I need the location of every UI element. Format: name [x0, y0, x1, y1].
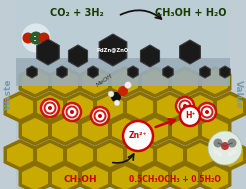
- FancyBboxPatch shape: [0, 0, 16, 189]
- Polygon shape: [35, 93, 65, 121]
- Circle shape: [180, 101, 190, 112]
- Circle shape: [221, 142, 229, 150]
- Polygon shape: [125, 93, 155, 121]
- Polygon shape: [185, 141, 215, 169]
- Polygon shape: [37, 39, 59, 65]
- Polygon shape: [65, 93, 95, 121]
- Polygon shape: [88, 66, 98, 78]
- Polygon shape: [110, 164, 140, 189]
- Polygon shape: [215, 93, 245, 121]
- Polygon shape: [200, 68, 230, 96]
- Polygon shape: [95, 141, 125, 169]
- Circle shape: [22, 33, 33, 43]
- Circle shape: [214, 139, 222, 147]
- Circle shape: [98, 114, 102, 118]
- Text: Waste: Waste: [3, 78, 13, 110]
- Polygon shape: [35, 141, 65, 169]
- Circle shape: [214, 149, 218, 154]
- Circle shape: [180, 106, 200, 126]
- Polygon shape: [140, 164, 170, 189]
- Polygon shape: [68, 45, 88, 67]
- Circle shape: [123, 121, 153, 151]
- Polygon shape: [200, 116, 230, 144]
- Circle shape: [198, 103, 216, 121]
- Polygon shape: [170, 164, 200, 189]
- Circle shape: [176, 97, 194, 115]
- Circle shape: [124, 81, 132, 88]
- Polygon shape: [80, 68, 110, 96]
- Polygon shape: [20, 164, 50, 189]
- Circle shape: [48, 106, 52, 110]
- Polygon shape: [110, 68, 140, 96]
- Text: CH₃OH: CH₃OH: [63, 174, 97, 184]
- Text: CO₂ + 3H₂: CO₂ + 3H₂: [50, 8, 104, 18]
- Circle shape: [39, 33, 49, 43]
- Circle shape: [201, 106, 213, 118]
- Text: MeOH: MeOH: [96, 73, 114, 88]
- Circle shape: [111, 92, 121, 102]
- Polygon shape: [80, 164, 110, 189]
- FancyBboxPatch shape: [16, 0, 230, 75]
- Polygon shape: [20, 68, 50, 96]
- Circle shape: [205, 110, 209, 114]
- Polygon shape: [140, 68, 170, 96]
- Text: CH₃OH + H₂O: CH₃OH + H₂O: [155, 8, 227, 18]
- Circle shape: [94, 111, 106, 122]
- Polygon shape: [65, 141, 95, 169]
- Polygon shape: [50, 164, 80, 189]
- Polygon shape: [140, 45, 159, 67]
- Circle shape: [208, 131, 242, 165]
- Polygon shape: [140, 116, 170, 144]
- Circle shape: [41, 99, 59, 117]
- Polygon shape: [99, 34, 127, 66]
- Circle shape: [21, 23, 51, 53]
- Circle shape: [70, 110, 74, 114]
- Polygon shape: [5, 93, 35, 121]
- Circle shape: [231, 149, 236, 154]
- Circle shape: [45, 102, 56, 114]
- Polygon shape: [200, 164, 230, 189]
- Circle shape: [228, 139, 236, 147]
- Polygon shape: [20, 116, 50, 144]
- Polygon shape: [163, 66, 173, 78]
- Polygon shape: [170, 116, 200, 144]
- Circle shape: [228, 152, 232, 156]
- Polygon shape: [50, 116, 80, 144]
- FancyBboxPatch shape: [16, 58, 230, 86]
- Polygon shape: [128, 66, 138, 78]
- Circle shape: [108, 91, 114, 97]
- Polygon shape: [220, 66, 230, 78]
- Circle shape: [217, 152, 222, 156]
- Polygon shape: [185, 93, 215, 121]
- Polygon shape: [57, 66, 67, 78]
- Text: PdZn@ZnO: PdZn@ZnO: [97, 47, 129, 53]
- FancyBboxPatch shape: [230, 0, 246, 189]
- Circle shape: [118, 86, 128, 96]
- Circle shape: [63, 103, 81, 121]
- Circle shape: [66, 106, 77, 118]
- Text: Zn²⁺: Zn²⁺: [129, 132, 147, 140]
- FancyBboxPatch shape: [16, 75, 230, 189]
- Polygon shape: [50, 68, 80, 96]
- Text: 0.5CH₃OCH₃ + 0.5H₂O: 0.5CH₃OCH₃ + 0.5H₂O: [129, 174, 221, 184]
- Polygon shape: [170, 68, 200, 96]
- Text: Value: Value: [233, 80, 243, 108]
- Text: H⁺: H⁺: [185, 112, 195, 121]
- Polygon shape: [5, 141, 35, 169]
- Polygon shape: [125, 141, 155, 169]
- Circle shape: [183, 104, 187, 108]
- Polygon shape: [110, 116, 140, 144]
- Polygon shape: [200, 66, 210, 78]
- Polygon shape: [215, 141, 245, 169]
- Circle shape: [91, 107, 109, 125]
- Polygon shape: [180, 40, 200, 64]
- Polygon shape: [27, 66, 37, 78]
- Polygon shape: [155, 93, 185, 121]
- Polygon shape: [80, 116, 110, 144]
- Polygon shape: [95, 93, 125, 121]
- Circle shape: [114, 100, 120, 106]
- Polygon shape: [155, 141, 185, 169]
- Circle shape: [30, 32, 43, 44]
